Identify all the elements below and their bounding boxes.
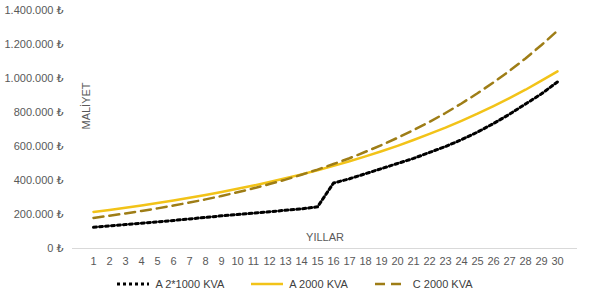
svg-text:30: 30 xyxy=(551,255,563,267)
svg-text:YILLAR: YILLAR xyxy=(306,231,344,243)
svg-text:18: 18 xyxy=(359,255,371,267)
svg-text:25: 25 xyxy=(471,255,483,267)
svg-text:4: 4 xyxy=(138,255,144,267)
svg-text:22: 22 xyxy=(423,255,435,267)
svg-text:1.200.000 ₺: 1.200.000 ₺ xyxy=(5,38,64,50)
svg-text:24: 24 xyxy=(455,255,467,267)
svg-text:28: 28 xyxy=(519,255,531,267)
svg-text:21: 21 xyxy=(407,255,419,267)
svg-text:27: 27 xyxy=(503,255,515,267)
svg-text:1: 1 xyxy=(90,255,96,267)
svg-text:13: 13 xyxy=(279,255,291,267)
svg-text:400.000 ₺: 400.000 ₺ xyxy=(14,174,64,186)
svg-text:20: 20 xyxy=(391,255,403,267)
svg-text:15: 15 xyxy=(311,255,323,267)
svg-text:19: 19 xyxy=(375,255,387,267)
svg-text:600.000 ₺: 600.000 ₺ xyxy=(14,140,64,152)
svg-text:2: 2 xyxy=(106,255,112,267)
svg-text:29: 29 xyxy=(535,255,547,267)
svg-text:1.000.000 ₺: 1.000.000 ₺ xyxy=(5,72,64,84)
html-text:C 2000 KVA: C 2000 KVA xyxy=(412,278,473,290)
svg-text:26: 26 xyxy=(487,255,499,267)
html-text:A 2000 KVA: A 2000 KVA xyxy=(289,278,348,290)
svg-text:8: 8 xyxy=(202,255,208,267)
svg-text:12: 12 xyxy=(263,255,275,267)
svg-text:3: 3 xyxy=(122,255,128,267)
html-text:A 2*1000 KVA: A 2*1000 KVA xyxy=(155,278,225,290)
svg-text:MALİYET: MALİYET xyxy=(80,82,92,129)
svg-text:7: 7 xyxy=(186,255,192,267)
svg-text:17: 17 xyxy=(343,255,355,267)
svg-text:10: 10 xyxy=(231,255,243,267)
svg-text:200.000 ₺: 200.000 ₺ xyxy=(14,208,64,220)
svg-text:1.400.000 ₺: 1.400.000 ₺ xyxy=(5,4,64,16)
svg-text:16: 16 xyxy=(327,255,339,267)
svg-text:9: 9 xyxy=(218,255,224,267)
svg-text:800.000 ₺: 800.000 ₺ xyxy=(14,106,64,118)
svg-text:14: 14 xyxy=(295,255,307,267)
svg-text:5: 5 xyxy=(154,255,160,267)
svg-text:11: 11 xyxy=(248,255,259,267)
svg-text:0 ₺: 0 ₺ xyxy=(47,242,63,254)
svg-text:23: 23 xyxy=(439,255,451,267)
svg-text:6: 6 xyxy=(170,255,176,267)
